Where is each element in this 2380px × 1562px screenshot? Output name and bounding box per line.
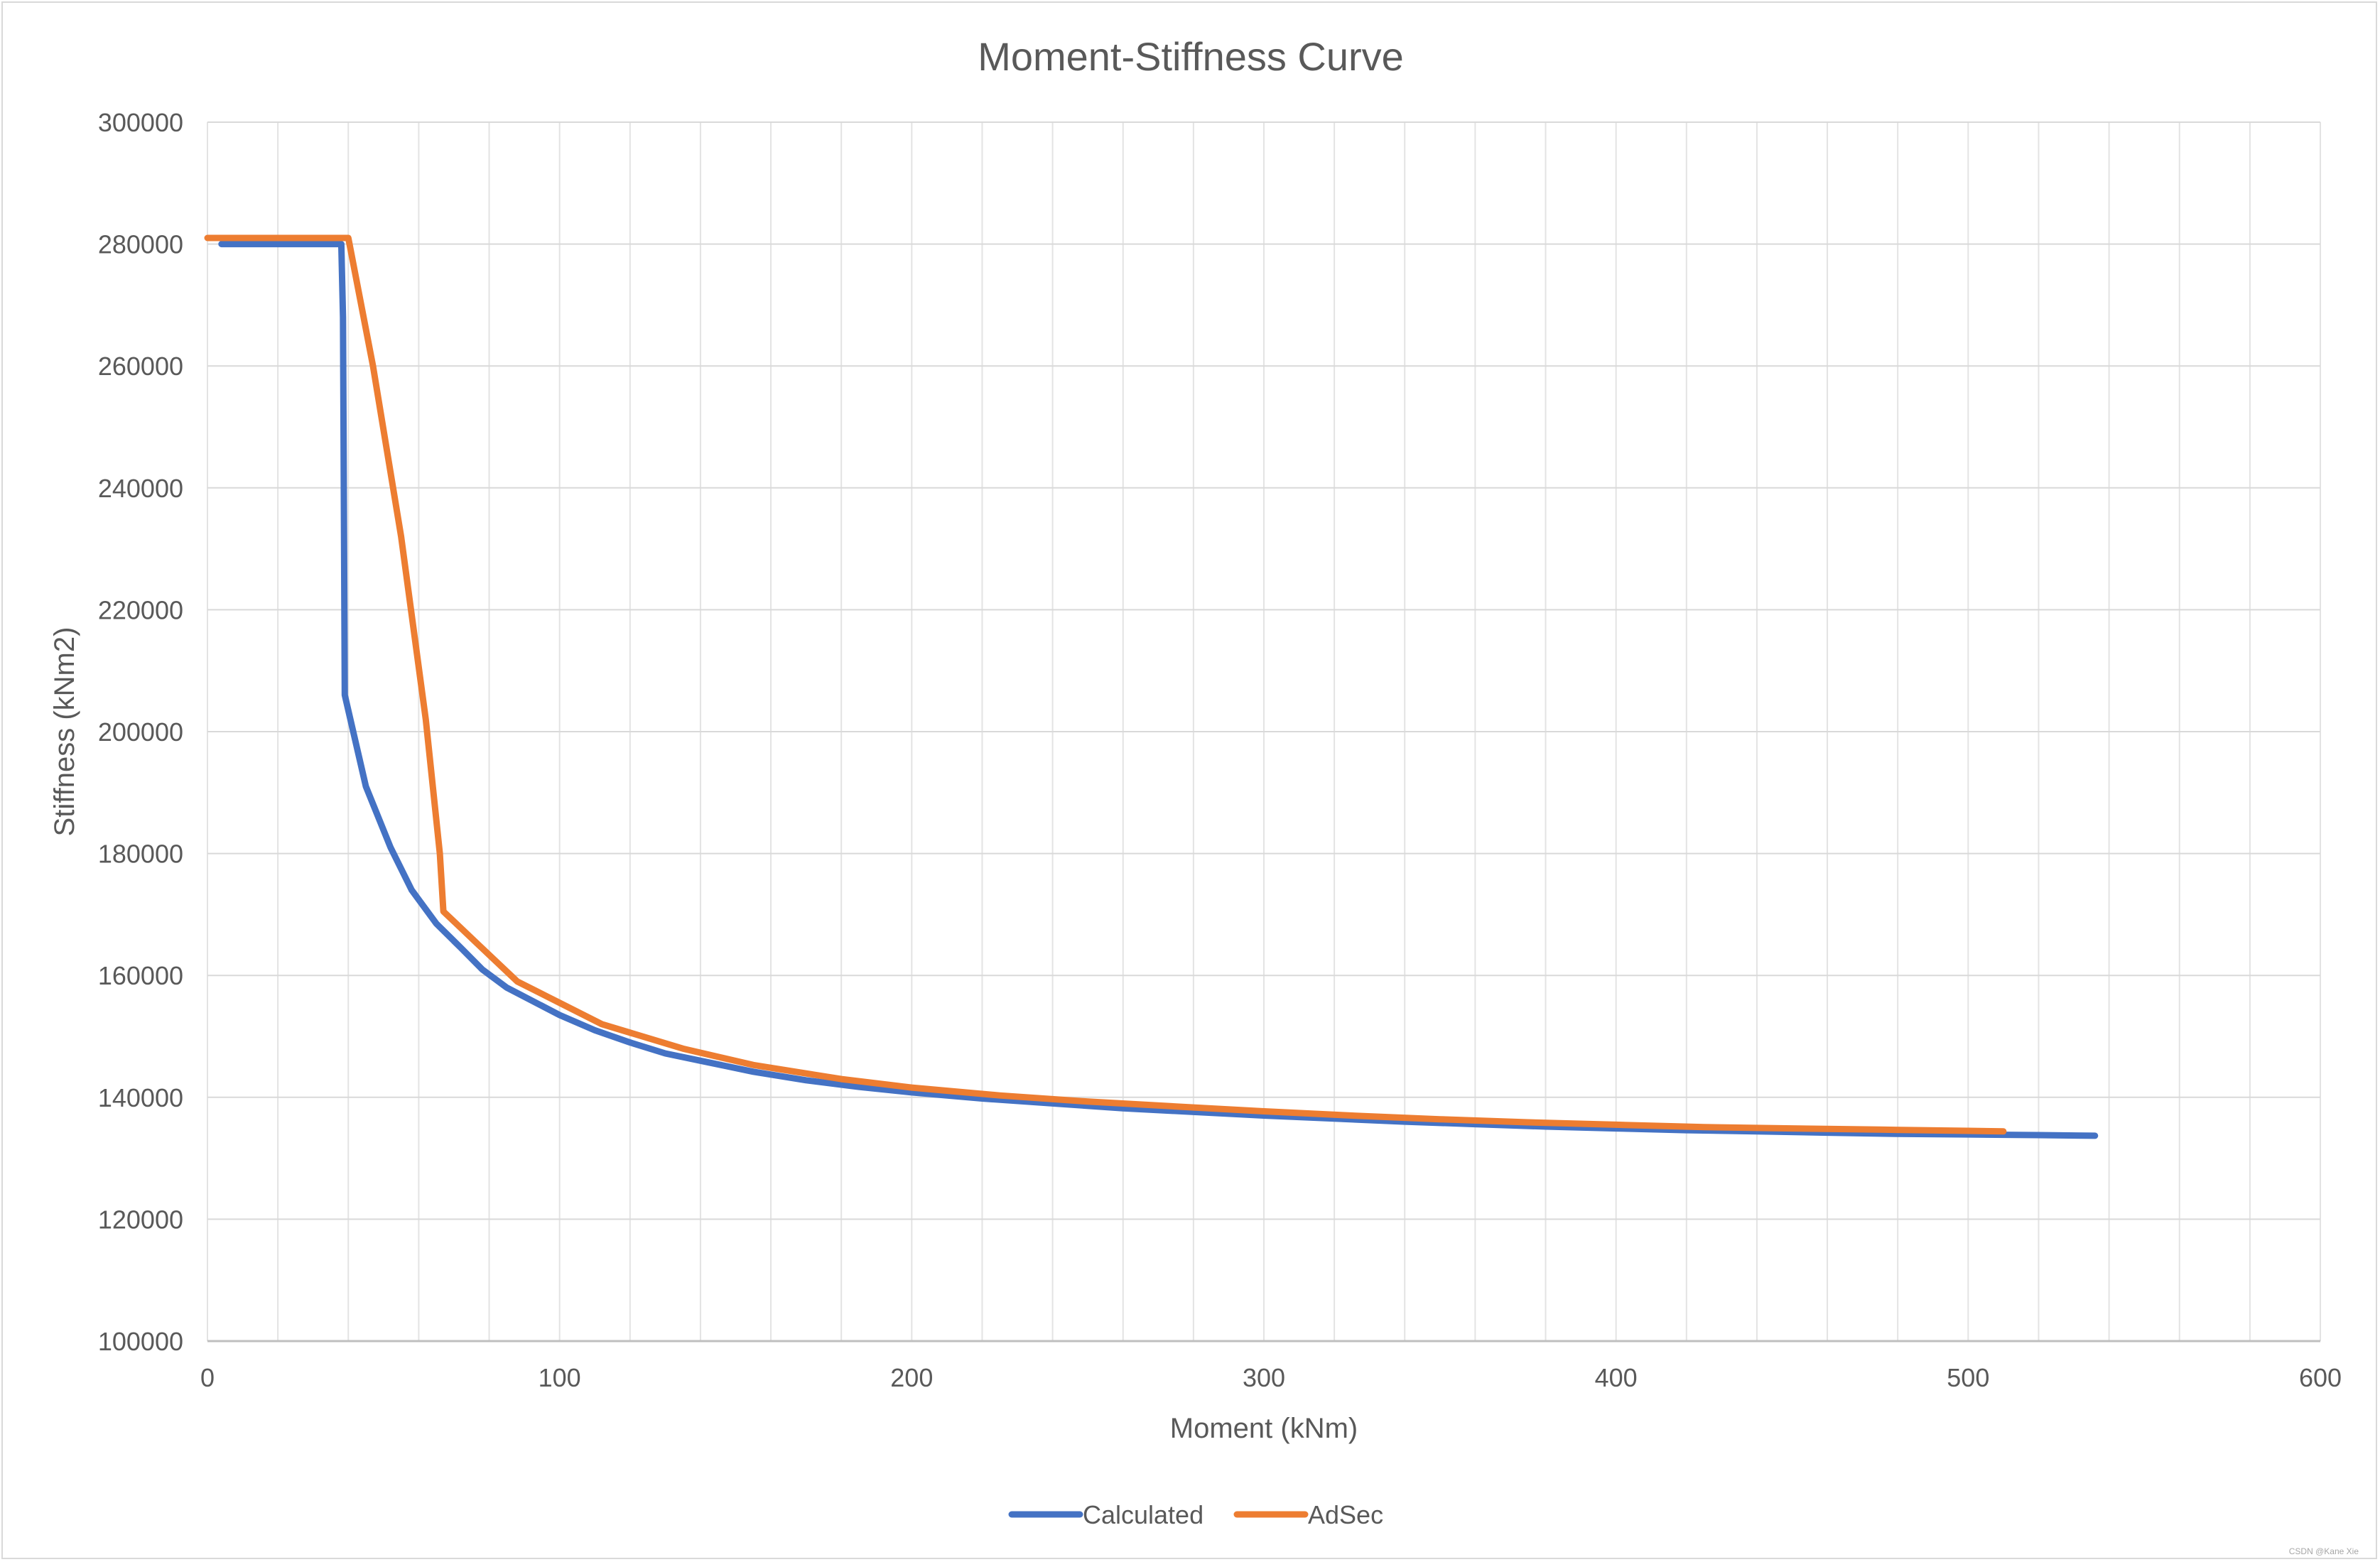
legend-label-calculated: Calculated [1083,1500,1203,1529]
x-tick-label: 300 [1243,1363,1285,1392]
y-tick-label: 260000 [98,352,183,381]
y-tick-label: 140000 [98,1083,183,1112]
tick-labels: 0 100 200 300 400 500 600 100000 120000 140000 160… [98,108,2342,1392]
y-tick-label: 280000 [98,230,183,259]
y-tick-label: 160000 [98,961,183,990]
legend: Calculated AdSec [1008,1500,1383,1529]
x-tick-label: 400 [1595,1363,1638,1392]
y-tick-label: 120000 [98,1205,183,1234]
series-line-adsec [204,234,2007,1135]
gridlines [207,121,2321,1343]
x-tick-label: 200 [890,1363,933,1392]
y-tick-label: 220000 [98,595,183,624]
x-tick-label: 600 [2299,1363,2342,1392]
y-tick-label: 300000 [98,108,183,137]
series-line-calculated [218,241,2099,1139]
x-axis-title: Moment (kNm) [1170,1413,1358,1444]
x-tick-label: 100 [539,1363,581,1392]
watermark: CSDN @Kane Xie [2289,1546,2359,1556]
y-tick-label: 100000 [98,1327,183,1356]
y-tick-label: 200000 [98,717,183,747]
x-tick-label: 500 [1947,1363,1989,1392]
y-tick-label: 240000 [98,474,183,503]
y-tick-label: 180000 [98,840,183,869]
y-axis-title: Stiffness (kNm2) [49,627,80,837]
x-tick-label: 0 [200,1363,215,1392]
series-lines [204,234,2099,1139]
legend-label-adsec: AdSec [1308,1500,1383,1529]
chart-title: Moment-Stiffness Curve [978,34,1404,79]
chart-canvas: Moment-Stiffness Curve 0 100 200 300 400 500 6… [49,34,2359,1556]
